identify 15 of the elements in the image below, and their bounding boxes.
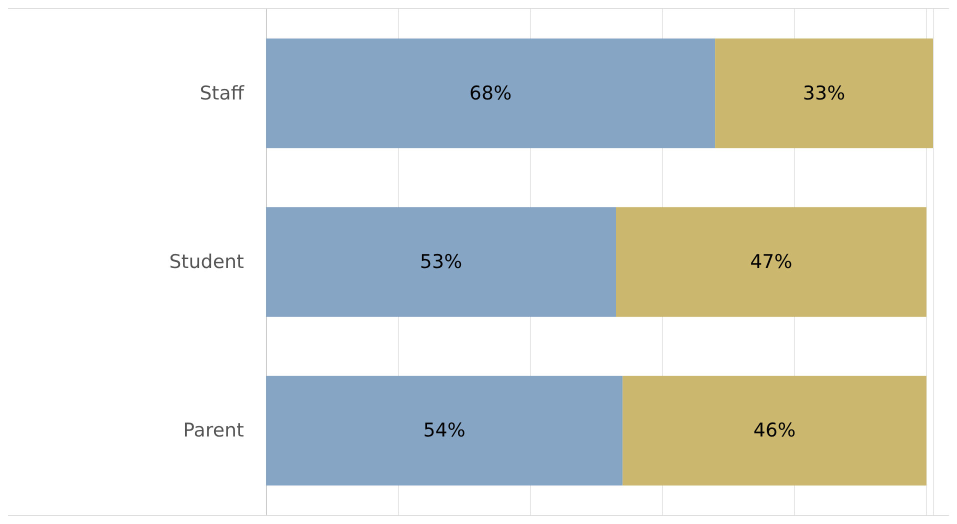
data-label: 33%: [802, 82, 846, 104]
data-label: 68%: [469, 82, 512, 104]
bar: [266, 376, 623, 486]
data-label: 54%: [423, 420, 466, 442]
data-label: 53%: [420, 251, 462, 273]
bar: [622, 376, 926, 486]
data-label: 47%: [750, 251, 792, 273]
y-tick-label: Parent: [183, 420, 244, 442]
bar: [715, 38, 933, 148]
bar: [616, 207, 926, 317]
y-tick-label: Student: [169, 251, 244, 273]
y-tick-label: Staff: [200, 82, 245, 104]
data-label: 46%: [753, 420, 796, 442]
bar: [266, 207, 616, 317]
bar: [266, 38, 716, 148]
